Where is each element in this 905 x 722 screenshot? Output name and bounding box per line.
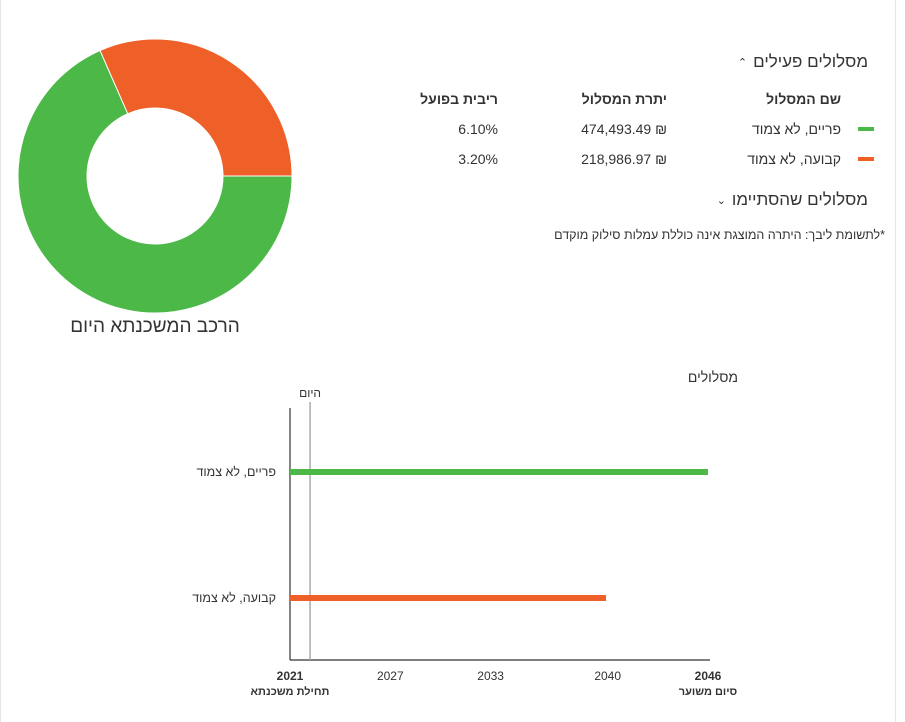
track-balance: ₪ 218,986.97 [581,151,667,167]
x-tick-label: 2040 [594,669,621,683]
composition-donut-chart [17,38,293,314]
donut-slice [17,49,293,314]
today-marker-label: היום [299,386,321,400]
frame-border-left [0,0,1,722]
x-tick-label: 2046 [695,669,722,683]
active-tracks-toggle[interactable]: מסלולים פעילים ⌃ [738,52,868,72]
x-tick-label: 2021 [277,669,304,683]
column-header-name: שם המסלול [766,91,841,107]
balance-disclaimer-note: *לתשומת ליבך: היתרה המוצגת אינה כוללת עמ… [554,228,885,242]
frame-border-right [895,0,896,722]
column-header-rate: ריבית בפועל [420,91,498,107]
x-tick-sublabel: תחילת משכנתא [251,685,330,698]
donut-slice [99,38,293,177]
timeline-bar-label: קבועה, לא צמוד [192,591,276,605]
track-name: פריים, לא צמוד [751,121,841,137]
chevron-up-icon: ⌃ [737,56,748,69]
timeline-bar-label: פריים, לא צמוד [197,465,277,479]
chevron-down-icon: ⌄ [716,194,726,207]
x-tick-label: 2033 [477,669,504,683]
track-color-swatch [858,127,874,131]
track-rate: 3.20% [458,151,498,167]
x-tick-label: 2027 [377,669,404,683]
x-tick-sublabel: סיום משוער [679,686,738,698]
track-color-swatch [858,157,874,161]
ended-tracks-toggle[interactable]: מסלולים שהסתיימו ⌄ [717,190,868,210]
track-balance: ₪ 474,493.49 [581,121,667,137]
column-header-balance: יתרת המסלול [581,91,667,107]
ended-tracks-title: מסלולים שהסתיימו [731,190,868,209]
active-tracks-title: מסלולים פעילים [753,52,868,71]
tracks-timeline-chart: מסלולים היום פריים, לא צמוד קבועה, לא צמוד 2… [192,369,738,698]
donut-title: הרכב המשכנתא היום [70,316,240,337]
track-name: קבועה, לא צמוד [747,151,841,167]
track-rate: 6.10% [458,121,498,137]
timeline-title: מסלולים [688,369,738,385]
